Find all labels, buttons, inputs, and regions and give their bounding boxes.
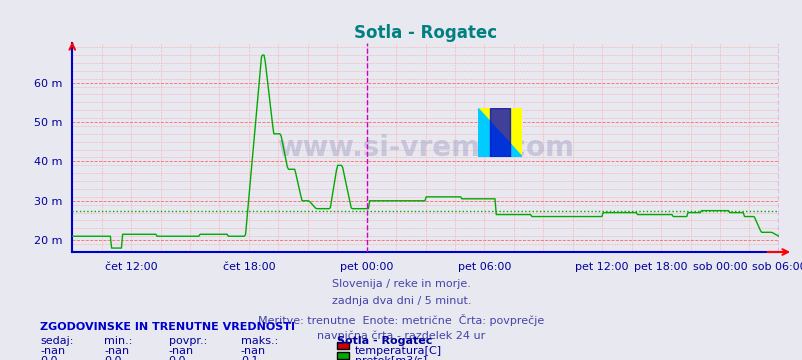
Polygon shape (477, 108, 521, 157)
Title: Sotla - Rogatec: Sotla - Rogatec (354, 24, 496, 42)
Text: www.si-vreme.com: www.si-vreme.com (277, 134, 573, 162)
Text: ZGODOVINSKE IN TRENUTNE VREDNOSTI: ZGODOVINSKE IN TRENUTNE VREDNOSTI (40, 322, 295, 332)
Text: temperatura[C]: temperatura[C] (354, 346, 441, 356)
Text: -nan: -nan (241, 346, 265, 356)
Polygon shape (477, 108, 521, 157)
Text: sedaj:: sedaj: (40, 336, 74, 346)
Text: -nan: -nan (168, 346, 193, 356)
Text: 0,0: 0,0 (168, 356, 186, 360)
Text: -nan: -nan (104, 346, 129, 356)
Text: min.:: min.: (104, 336, 132, 346)
Text: -nan: -nan (40, 346, 65, 356)
Polygon shape (489, 108, 509, 157)
Text: 0,0: 0,0 (40, 356, 58, 360)
Text: Sotla - Rogatec: Sotla - Rogatec (337, 336, 432, 346)
Text: povpr.:: povpr.: (168, 336, 207, 346)
Text: zadnja dva dni / 5 minut.: zadnja dva dni / 5 minut. (331, 296, 471, 306)
Text: maks.:: maks.: (241, 336, 277, 346)
Text: Meritve: trenutne  Enote: metrične  Črta: povprečje: Meritve: trenutne Enote: metrične Črta: … (258, 314, 544, 325)
Text: Slovenija / reke in morje.: Slovenija / reke in morje. (332, 279, 470, 289)
Text: pretok[m3/s]: pretok[m3/s] (354, 356, 427, 360)
Text: 0,1: 0,1 (241, 356, 258, 360)
Text: 0,0: 0,0 (104, 356, 122, 360)
Text: navpična črta - razdelek 24 ur: navpična črta - razdelek 24 ur (317, 331, 485, 341)
